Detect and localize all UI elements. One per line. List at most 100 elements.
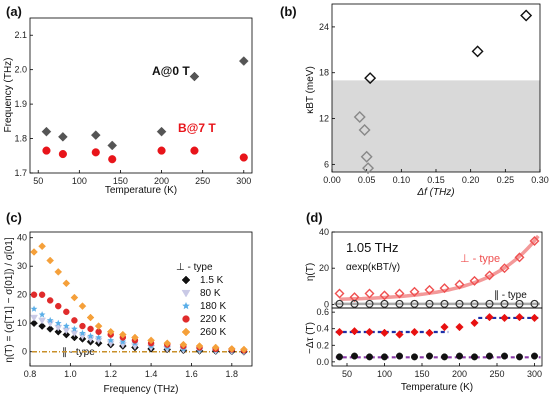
panel-d-bottom-point — [456, 352, 463, 360]
panel-c: η(T) = (σ[T1] − σ[01]) / σ[01] Frequency… — [4, 231, 253, 395]
panel-d-bottom-xtick-label: 50 — [342, 369, 352, 379]
panel-d-top-point — [499, 263, 510, 274]
panel-d-perp-label: ⊥ - type — [460, 253, 500, 265]
panel-a-point — [107, 140, 118, 151]
panel-b-xlabel: Δf (THz) — [416, 187, 454, 198]
panel-d-bottom-point — [426, 352, 433, 360]
panel-c-point — [79, 322, 86, 330]
panel-d-bottom-xtick-label: 200 — [452, 369, 467, 379]
panel-c-point — [78, 302, 87, 310]
panel-c-point — [70, 293, 79, 302]
panel-a-frame — [29, 17, 253, 174]
panel-d-top-ytick-label: 20 — [319, 263, 329, 273]
panel-c-point — [94, 322, 103, 330]
panel-d-bottom-point — [531, 352, 538, 360]
panel-a-point — [190, 146, 199, 155]
panel-d-top-point — [455, 299, 464, 308]
panel-c-point — [54, 324, 63, 332]
panel-a-annotation-b: B@7 T — [178, 121, 216, 135]
panel-b-letter: (b) — [280, 4, 297, 19]
panel-a-ytick-label: 2.1 — [14, 30, 27, 40]
panel-d-bottom-xtick-label: 150 — [414, 369, 429, 379]
panel-c-point — [240, 345, 248, 354]
panel-d-par-label: ∥ - type — [494, 290, 527, 301]
panel-d: 1.05 THz αexp(κBT/γ) ⊥ - type ∥ - type η… — [305, 231, 543, 393]
panel-d-top-point — [485, 299, 494, 308]
panel-d-bottom-xtick-label: 100 — [377, 369, 392, 379]
panel-a-point — [239, 153, 248, 162]
panel-c-point — [30, 291, 38, 298]
panel-c-point — [62, 330, 71, 339]
panel-c-point — [63, 322, 70, 329]
panel-d-bottom-point — [425, 328, 434, 338]
panel-d-bottom-point — [515, 312, 524, 322]
panel-c-point — [71, 317, 78, 324]
panel-a-ytick-label: 2.0 — [14, 65, 27, 75]
panel-d-top-point — [394, 288, 405, 299]
panel-a-point — [238, 56, 249, 66]
panel-d-bottom-ytick-label: 0.4 — [316, 324, 329, 334]
panel-c-point — [38, 242, 46, 251]
panel-d-bottom-point — [455, 322, 464, 332]
panel-c-parallel-label: ∥ - type — [62, 347, 95, 358]
panel-c-point — [30, 314, 38, 322]
panel-d-top-point — [454, 279, 465, 290]
panel-a-xtick-label: 250 — [195, 176, 210, 186]
panel-d-top-ylabel: η(T) — [305, 263, 316, 281]
panel-d-top-point — [500, 299, 509, 308]
panel-c-point — [38, 317, 47, 325]
panel-b-xtick-label: 0.30 — [531, 175, 549, 185]
panel-a: Frequency (THz) Temperature (K) A@0 T B@… — [3, 17, 253, 196]
panel-d-top-point — [470, 299, 479, 308]
panel-d-top-point — [515, 299, 524, 308]
panel-a-xlabel: Temperature (K) — [105, 185, 177, 196]
panel-c-point — [131, 333, 139, 342]
panel-b-ytick-label: 24 — [319, 22, 329, 32]
panel-d-top-point — [484, 270, 495, 281]
panel-d-bottom-ytick-label: 0.6 — [316, 307, 329, 317]
panel-c-legend-marker — [181, 275, 191, 285]
panel-c-xtick-label: 1.8 — [226, 369, 239, 379]
panel-c-point — [195, 342, 204, 350]
panel-a-point — [189, 71, 200, 82]
panel-c-point — [62, 279, 71, 288]
panel-d-bottom-point — [500, 313, 509, 323]
panel-c-point — [87, 332, 94, 339]
panel-a-xtick-label: 100 — [72, 176, 87, 186]
panel-c-point — [46, 316, 54, 324]
panel-d-top-point — [364, 288, 375, 299]
panel-d-top-point — [469, 275, 480, 286]
panel-d-top-point — [530, 299, 539, 308]
panel-d-top-point — [424, 284, 435, 295]
panel-a-point — [91, 148, 100, 157]
panel-b-point — [520, 9, 533, 22]
panel-d-top-point — [425, 299, 434, 308]
panel-c-ytick-label: 30 — [17, 261, 27, 271]
panel-c-xtick-label: 1.6 — [185, 369, 198, 379]
panel-d-bottom-point — [396, 352, 403, 360]
panel-c-legend-label: 260 K — [200, 327, 226, 338]
panel-a-point — [90, 130, 101, 140]
panel-b-xtick-label: 0.20 — [462, 175, 480, 185]
panel-c-point — [46, 325, 55, 333]
panel-d-top-point — [380, 299, 389, 308]
panel-c-letter: (c) — [6, 210, 22, 225]
panel-c-ylabel: η(T) = (σ[T1] − σ[01]) / σ[01] — [4, 237, 15, 362]
panel-d-bottom-point — [530, 313, 539, 323]
panel-b-xtick-label: 0.15 — [427, 175, 445, 185]
panel-c-point — [30, 319, 38, 328]
panel-c-frame — [29, 231, 253, 367]
panel-c-point — [106, 327, 115, 336]
panel-d-bottom-point — [471, 353, 478, 361]
panel-a-ytick-label: 1.9 — [14, 99, 27, 109]
panel-b-point — [362, 162, 375, 175]
panel-c-point — [179, 340, 188, 349]
panel-c-point — [70, 330, 79, 338]
panel-d-top-point — [439, 283, 450, 294]
panel-d-bottom-point — [350, 327, 359, 336]
panel-d-xlabel: Temperature (K) — [401, 382, 473, 393]
panel-b-ytick-label: 6 — [324, 159, 329, 169]
panel-d-top-point — [350, 299, 359, 308]
panel-a-ytick-label: 1.7 — [14, 168, 27, 178]
panel-c-point — [46, 256, 55, 265]
